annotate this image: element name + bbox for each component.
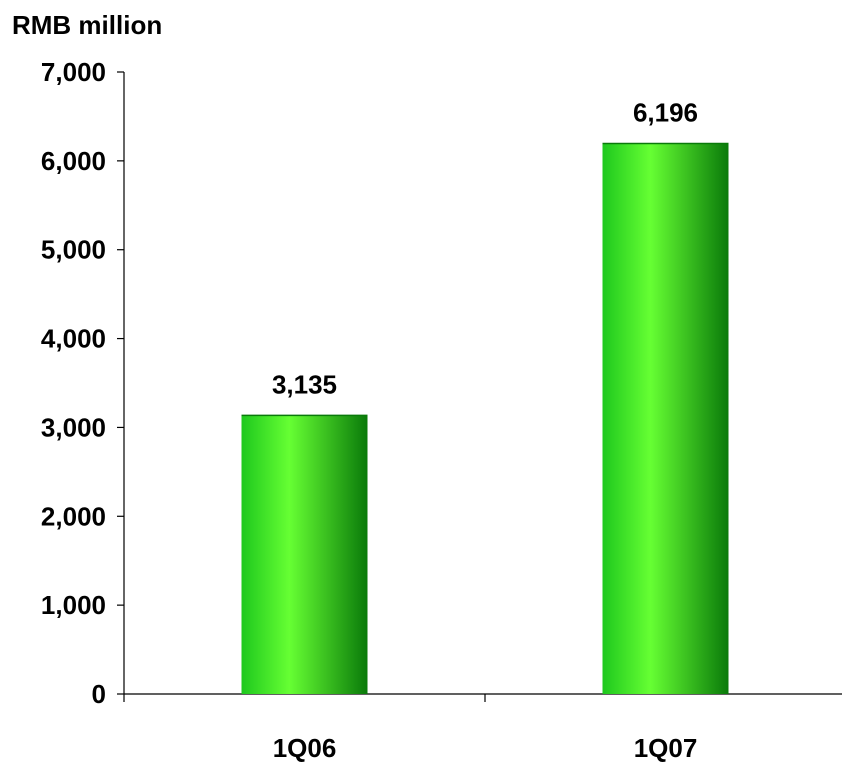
y-tick-label: 1,000 <box>41 590 106 620</box>
y-tick-label: 0 <box>92 679 106 709</box>
x-category-label: 1Q07 <box>634 733 698 763</box>
y-axis-unit-label: RMB million <box>12 10 162 40</box>
bars <box>241 142 729 694</box>
y-tick-label: 7,000 <box>41 57 106 87</box>
y-tick-label: 6,000 <box>41 146 106 176</box>
x-axis: 1Q06 1Q07 <box>123 693 842 763</box>
data-label: 3,135 <box>272 369 337 399</box>
x-category-label: 1Q06 <box>273 733 337 763</box>
bar-1q06 <box>241 415 368 694</box>
y-tick-label: 4,000 <box>41 324 106 354</box>
y-tick-label: 3,000 <box>41 412 106 442</box>
y-tick-label: 5,000 <box>41 235 106 265</box>
y-tick-label: 2,000 <box>41 501 106 531</box>
data-labels: 3,135 6,196 <box>272 97 698 399</box>
y-axis: 0 1,000 2,000 3,000 4,000 5,000 6,000 7,000 <box>41 57 125 709</box>
bar-1q07 <box>602 143 729 694</box>
data-label: 6,196 <box>633 97 698 127</box>
